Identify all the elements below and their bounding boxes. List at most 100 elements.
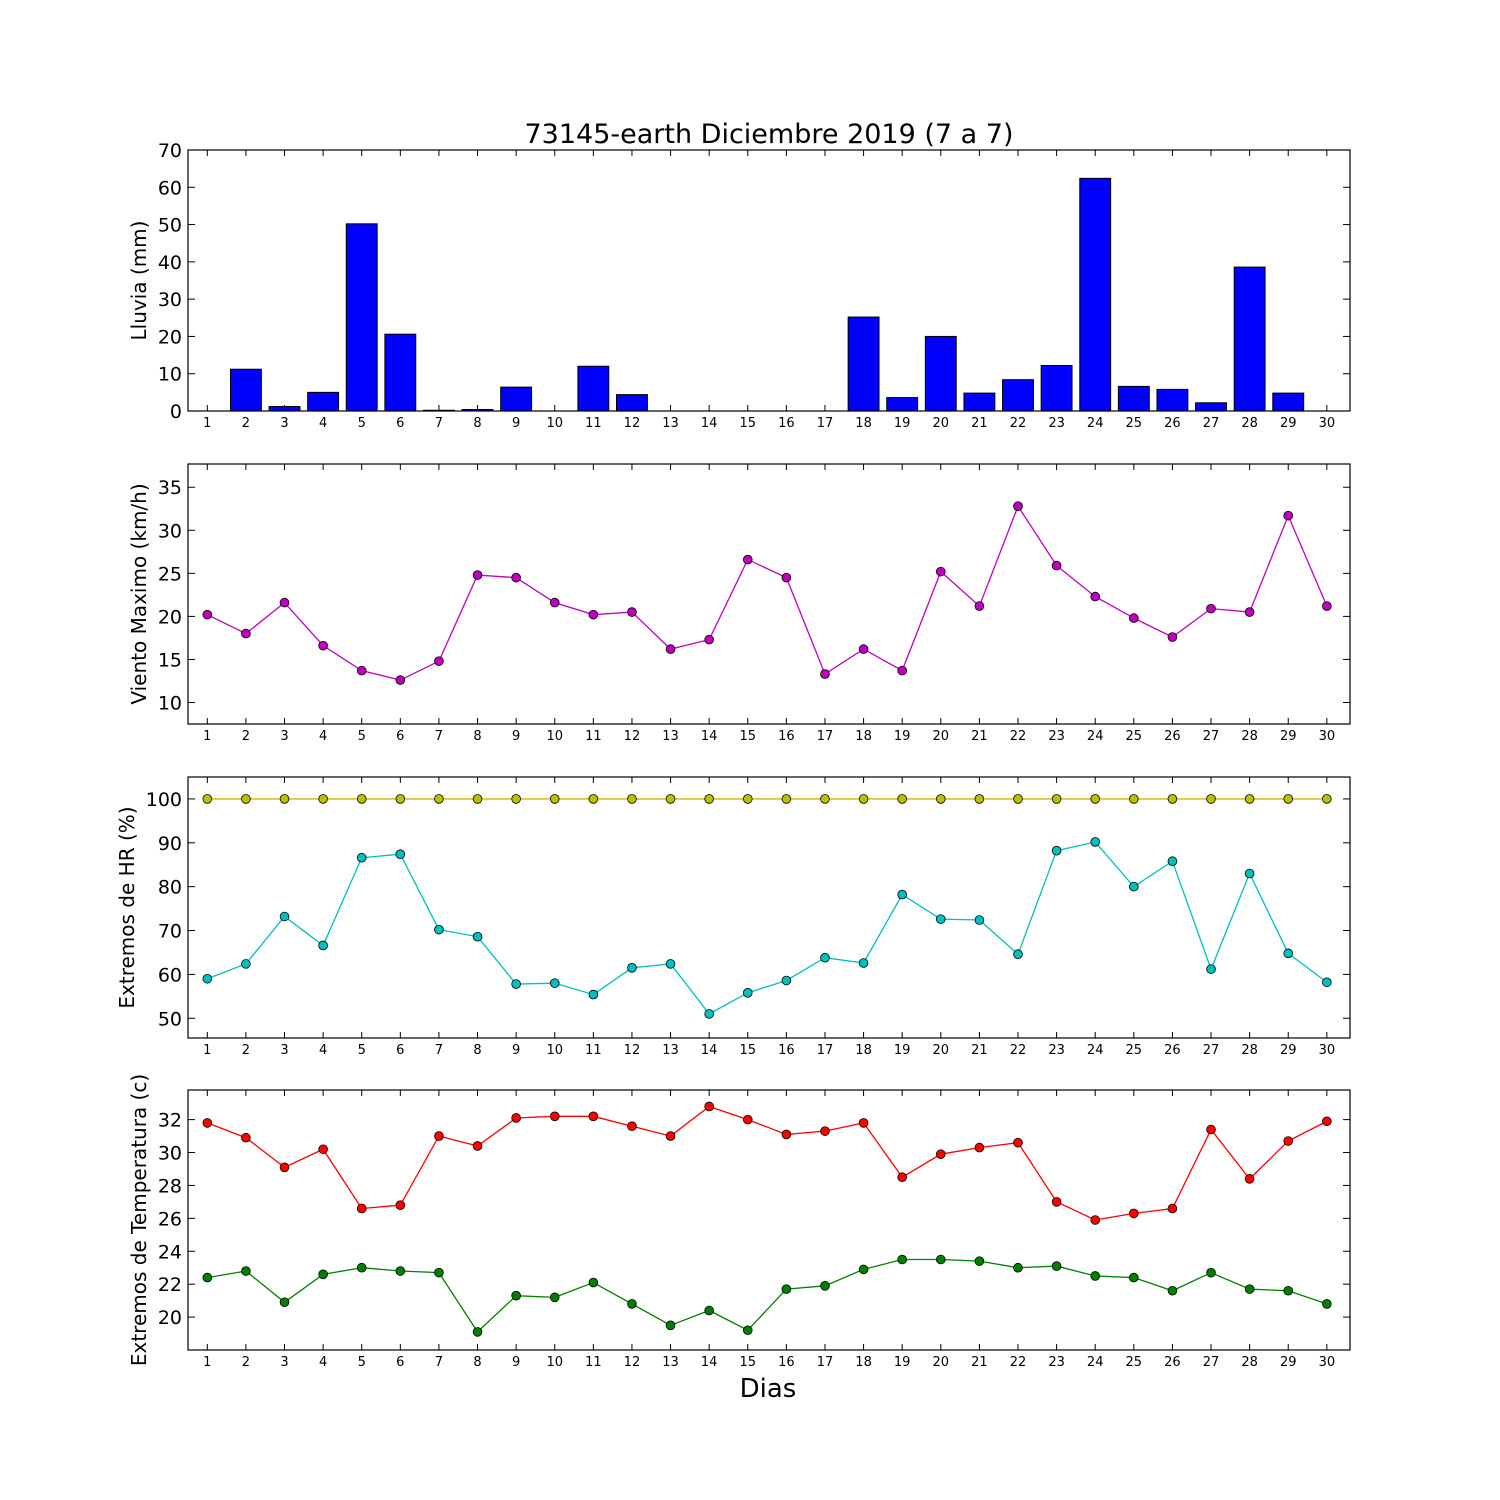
- data-point: [1283, 794, 1294, 804]
- y-tick-label: 15: [158, 649, 182, 671]
- x-tick-label: 7: [435, 1355, 443, 1370]
- x-tick-label: 14: [701, 416, 718, 431]
- y-tick-label: 0: [170, 401, 182, 423]
- x-tick-label: 20: [933, 1355, 950, 1370]
- data-point: [781, 572, 792, 583]
- data-point: [1322, 794, 1332, 804]
- x-tick-label: 1: [203, 1043, 211, 1058]
- data-point: [1167, 794, 1178, 804]
- chart-title: 73145-earth Diciembre 2019 (7 a 7): [525, 119, 1014, 150]
- x-tick-label: 2: [242, 416, 250, 431]
- x-tick-label: 26: [1164, 1355, 1181, 1370]
- data-point: [434, 794, 444, 804]
- data-point: [1129, 794, 1139, 804]
- data-point: [202, 794, 213, 804]
- x-tick-label: 18: [855, 1355, 872, 1370]
- x-tick-label: 11: [585, 1043, 602, 1058]
- y-tick-label: 100: [146, 789, 182, 811]
- data-point: [974, 794, 985, 804]
- x-tick-label: 7: [435, 416, 443, 431]
- data-point: [742, 554, 753, 565]
- data-point: [1244, 794, 1255, 804]
- x-tick-label: 19: [894, 1355, 911, 1370]
- x-tick-label: 12: [624, 1043, 641, 1058]
- data-point: [395, 1266, 406, 1276]
- y-tick-label: 26: [158, 1208, 182, 1230]
- data-point: [935, 566, 946, 577]
- y-tick-label: 30: [158, 289, 182, 311]
- data-point: [472, 931, 483, 942]
- data-point: [1206, 964, 1216, 974]
- x-tick-label: 23: [1048, 416, 1065, 431]
- x-tick-label: 11: [585, 729, 602, 744]
- x-tick-label: 30: [1319, 1043, 1336, 1058]
- data-point: [820, 952, 830, 963]
- data-point: [549, 597, 560, 608]
- data-point: [588, 1111, 599, 1122]
- data-point: [279, 597, 290, 608]
- data-point: [202, 609, 213, 620]
- data-point: [781, 1129, 792, 1140]
- bar: [886, 397, 919, 412]
- x-tick-label: 7: [435, 1043, 443, 1058]
- y-axis-label: Lluvia (mm): [127, 221, 151, 341]
- series-line: [207, 1258, 1328, 1333]
- x-tick-label: 9: [512, 416, 520, 431]
- data-point: [395, 794, 406, 804]
- data-point: [1090, 837, 1101, 847]
- x-tick-label: 3: [280, 729, 288, 744]
- x-tick-label: 22: [1010, 1043, 1027, 1058]
- x-tick-label: 6: [396, 729, 404, 744]
- x-tick-label: 3: [280, 416, 288, 431]
- data-point: [665, 794, 676, 804]
- y-tick-label: 20: [158, 1307, 182, 1329]
- data-point: [1167, 632, 1178, 642]
- x-tick-label: 13: [662, 416, 679, 431]
- x-tick-label: 7: [435, 729, 443, 744]
- data-point: [1206, 1124, 1216, 1135]
- data-point: [858, 644, 869, 654]
- x-tick-label: 5: [358, 1043, 366, 1058]
- x-tick-label: 30: [1319, 1355, 1336, 1370]
- data-point: [356, 794, 367, 804]
- y-tick-label: 80: [158, 877, 182, 899]
- x-tick-label: 23: [1048, 1043, 1065, 1058]
- x-tick-label: 20: [933, 729, 950, 744]
- x-tick-label: 18: [855, 729, 872, 744]
- data-point: [704, 1009, 714, 1019]
- x-tick-label: 14: [701, 729, 718, 744]
- bar: [1156, 388, 1189, 412]
- bar: [307, 391, 340, 412]
- data-point: [935, 914, 946, 924]
- x-axis-label: Dias: [740, 1374, 797, 1404]
- data-point: [627, 1299, 637, 1309]
- data-point: [434, 1267, 444, 1278]
- x-tick-label: 14: [701, 1355, 718, 1370]
- y-tick-label: 50: [158, 1008, 182, 1030]
- x-tick-label: 21: [971, 416, 988, 431]
- y-tick-label: 40: [158, 252, 182, 274]
- x-tick-label: 2: [242, 1355, 250, 1370]
- x-tick-label: 21: [971, 1043, 988, 1058]
- data-point: [588, 794, 599, 804]
- x-tick-label: 15: [739, 1043, 756, 1058]
- data-point: [549, 1111, 560, 1122]
- bar: [345, 223, 378, 412]
- x-tick-label: 12: [624, 1355, 641, 1370]
- data-point: [704, 634, 714, 645]
- data-point: [781, 1284, 792, 1294]
- x-tick-label: 24: [1087, 416, 1104, 431]
- data-point: [1129, 881, 1139, 892]
- x-tick-label: 17: [817, 416, 834, 431]
- x-tick-label: 29: [1280, 416, 1297, 431]
- data-point: [1051, 1197, 1062, 1207]
- data-point: [1013, 949, 1023, 960]
- y-tick-label: 10: [158, 692, 182, 714]
- x-tick-label: 14: [701, 1043, 718, 1058]
- data-point: [1090, 1271, 1101, 1281]
- bar: [229, 368, 262, 412]
- data-point: [279, 911, 290, 922]
- y-tick-label: 20: [158, 326, 182, 348]
